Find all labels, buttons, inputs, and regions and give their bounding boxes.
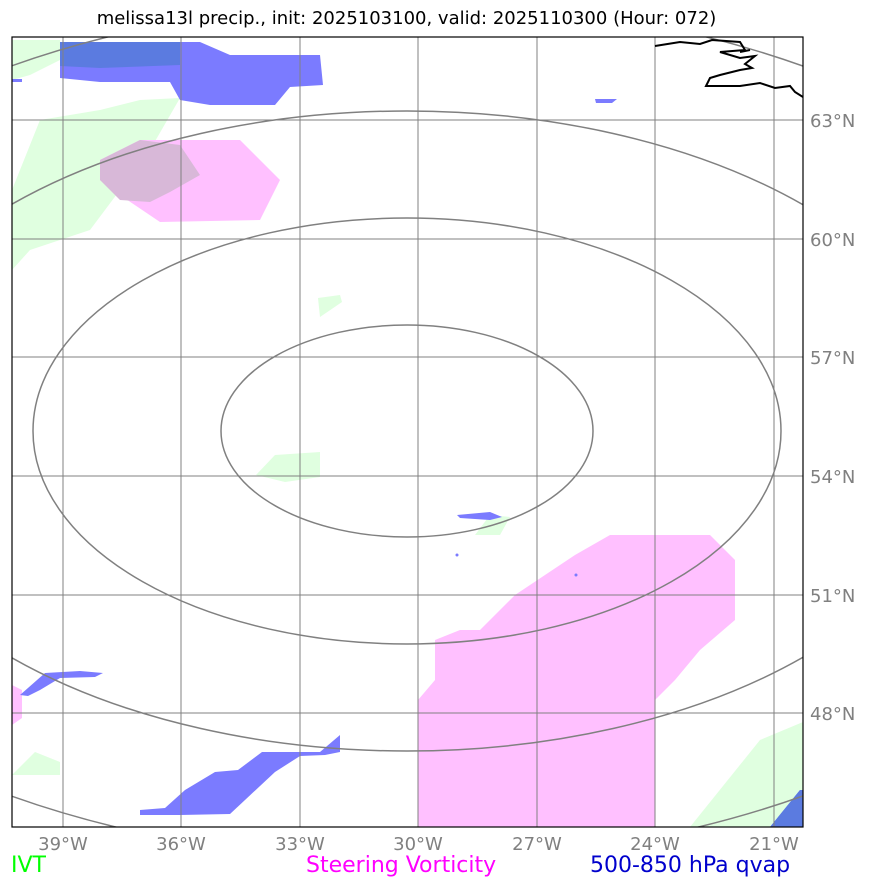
lat-tick-label: 48°N [810, 704, 855, 725]
legend-qvap: 500-850 hPa qvap [590, 853, 791, 878]
lon-tick-label: 36°W [156, 834, 206, 855]
legend-ivt: IVT [11, 853, 46, 878]
qvap-speck [574, 573, 578, 577]
ivt-area [12, 40, 60, 80]
lon-tick-label: 21°W [749, 834, 799, 855]
ivt-area [690, 722, 803, 827]
plot-frame [11, 36, 804, 828]
ivt-area [318, 295, 342, 317]
lat-tick-labels: 63°N 60°N 57°N 54°N 51°N 48°N [810, 111, 855, 725]
coastline-path [739, 49, 751, 53]
qvap-area [12, 79, 22, 82]
range-ring-outer [12, 110, 803, 752]
overlap-area [100, 140, 200, 202]
lat-tick-label: 57°N [810, 348, 855, 369]
qvap-overlap-area [60, 42, 180, 68]
lat-tick-label: 63°N [810, 111, 855, 132]
lon-tick-label: 39°W [38, 834, 88, 855]
legend-vorticity: Steering Vorticity [306, 853, 497, 878]
qvap-area [20, 671, 103, 696]
lon-tick-labels: 39°W 36°W 33°W 30°W 27°W 24°W 21°W [38, 834, 799, 855]
qvap-area [595, 99, 617, 103]
lon-tick-label: 27°W [512, 834, 562, 855]
range-ring-middle [32, 217, 782, 645]
vorticity-area [418, 535, 735, 827]
lon-tick-label: 33°W [275, 834, 325, 855]
lat-tick-label: 51°N [810, 586, 855, 607]
lat-tick-label: 60°N [810, 230, 855, 251]
range-ring-inner [220, 324, 594, 538]
coastline-path [654, 38, 803, 98]
qvap-area [140, 735, 340, 815]
coastline [654, 38, 803, 98]
lat-tick-label: 54°N [810, 467, 855, 488]
qvap-speck [455, 553, 459, 557]
ivt-area [256, 452, 320, 482]
range-rings [12, 37, 803, 827]
ivt-area [12, 752, 60, 775]
qvap-area [457, 512, 502, 520]
vorticity-area [12, 685, 22, 725]
lon-tick-label: 24°W [630, 834, 680, 855]
map-title: melissa13l precip., init: 2025103100, va… [96, 8, 717, 29]
meridians [62, 37, 775, 827]
vorticity-areas [12, 140, 735, 827]
lon-tick-label: 30°W [393, 834, 443, 855]
